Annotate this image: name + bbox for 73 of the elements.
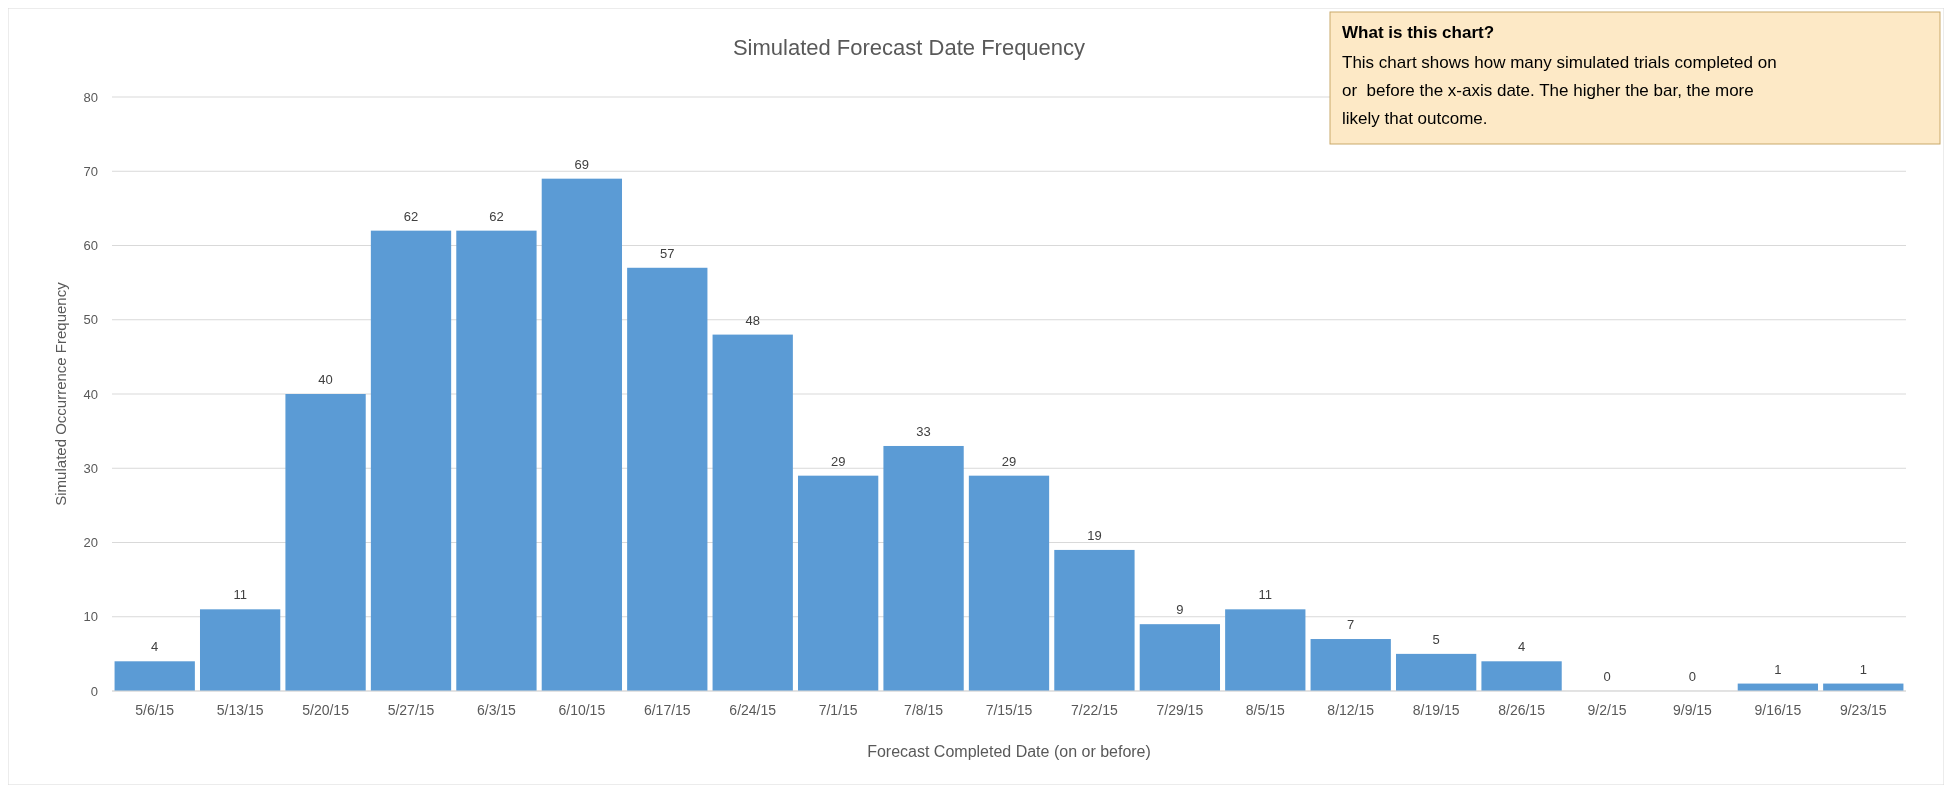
- data-label: 9: [1176, 602, 1184, 618]
- text: What is this chart?: [1342, 23, 1495, 42]
- data-label: 0: [1603, 669, 1611, 684]
- x-tick-label: 7/29/15: [1156, 702, 1204, 718]
- data-label: 48: [745, 312, 760, 328]
- bar: [883, 445, 964, 691]
- annotation: This chart shows how many simulated trials completed on or before the x-axis date. The higher the bar, the more likely that outcome.: [1342, 53, 1777, 128]
- x-tick-label: 5/6/15: [135, 702, 175, 718]
- bar: [1481, 661, 1562, 691]
- bar: [1139, 624, 1221, 691]
- y-tick-label: 20: [83, 535, 98, 551]
- x-tick-label: 8/12/15: [1327, 702, 1375, 718]
- bar: [1310, 639, 1391, 691]
- y-tick-label: 60: [83, 238, 98, 254]
- x-tick-label: 9/23/15: [1839, 702, 1887, 718]
- x-tick-label: 7/8/15: [904, 702, 944, 718]
- x-tick-label: 8/5/15: [1245, 702, 1285, 718]
- bar: [456, 230, 537, 691]
- x-tick-label: 9/2/15: [1587, 702, 1627, 718]
- data-label: 0: [1688, 669, 1697, 684]
- y-tick-label: 70: [83, 163, 98, 179]
- x-tick-label: 6/10/15: [558, 702, 606, 718]
- data-label: 29: [1001, 453, 1017, 469]
- x-tick-label: 7/15/15: [985, 702, 1033, 718]
- x-tick-label: 7/22/15: [1071, 702, 1118, 718]
- bar: [199, 609, 281, 691]
- data-label: 1: [1859, 661, 1867, 677]
- data-label: 11: [233, 587, 247, 603]
- y-tick-label: 40: [83, 386, 98, 402]
- x-tick-label: 7/1/15: [818, 702, 858, 718]
- bar: [1225, 609, 1306, 691]
- x-tick-label: 5/13/15: [216, 702, 264, 718]
- data-label: 5: [1432, 631, 1440, 647]
- y-tick-label: 80: [83, 89, 98, 105]
- data-label: 4: [151, 639, 159, 655]
- data-label: 40: [318, 372, 333, 387]
- chart-title: Simulated Forecast Date Frequency: [732, 35, 1086, 60]
- bar: [114, 661, 195, 691]
- data-label: 29: [830, 453, 846, 469]
- data-label: 7: [1347, 617, 1355, 633]
- data-label: 19: [1087, 527, 1102, 543]
- y-axis-title: Simulated Occurrence Frequency: [52, 281, 69, 506]
- y-tick-label: 10: [83, 609, 98, 625]
- bar: [541, 178, 623, 691]
- data-label: 33: [916, 423, 931, 439]
- x-tick-label: 6/17/15: [643, 702, 691, 718]
- x-tick-label: 6/24/15: [729, 702, 777, 718]
- y-tick-label: 0: [90, 683, 98, 699]
- data-label: 11: [1258, 587, 1273, 603]
- x-tick-label: 8/19/15: [1412, 702, 1460, 718]
- bar: [968, 475, 1050, 691]
- x-axis-title: Forecast Completed Date (on or before): [867, 743, 1151, 760]
- bar: [370, 230, 452, 691]
- data-label: 69: [574, 156, 590, 172]
- data-label: 1: [1774, 661, 1782, 677]
- x-tick-label: 9/9/15: [1672, 702, 1713, 718]
- y-tick-label: 50: [83, 312, 98, 328]
- x-tick-label: 5/27/15: [387, 702, 435, 718]
- data-label: 57: [660, 245, 675, 261]
- bar: [712, 334, 793, 691]
- bar: [285, 394, 366, 691]
- data-label: 62: [489, 208, 504, 224]
- bar: [627, 267, 708, 691]
- x-tick-label: 6/3/15: [476, 702, 517, 718]
- bar: [797, 475, 879, 691]
- data-label: 4: [1517, 639, 1526, 655]
- x-tick-label: 5/20/15: [302, 702, 350, 718]
- y-tick-label: 30: [83, 460, 98, 476]
- bar: [1395, 653, 1477, 691]
- x-tick-label: 8/26/15: [1498, 702, 1546, 718]
- bar: [1054, 549, 1135, 691]
- x-tick-label: 9/16/15: [1754, 702, 1802, 718]
- data-label: 62: [403, 208, 419, 224]
